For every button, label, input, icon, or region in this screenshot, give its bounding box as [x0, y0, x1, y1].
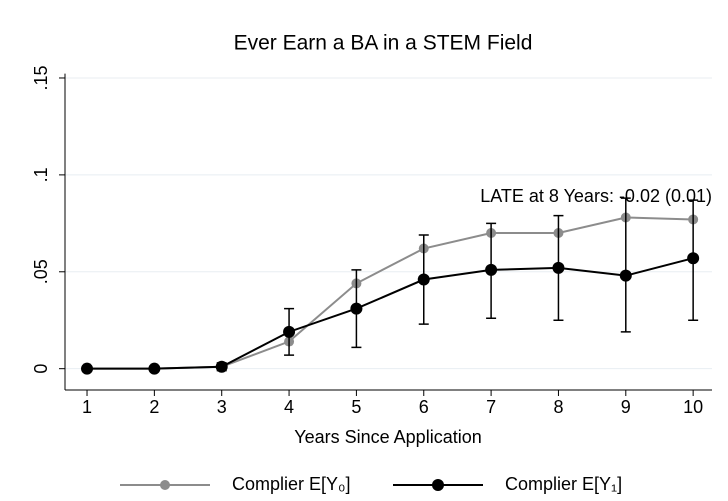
- point: [687, 252, 700, 265]
- x-axis-label: Years Since Application: [294, 427, 481, 447]
- y-tick-label: .15: [31, 65, 51, 90]
- point: [619, 269, 632, 282]
- x-tick-label: 1: [82, 397, 92, 417]
- legend-marker: [160, 480, 170, 490]
- point: [552, 261, 565, 274]
- x-tick-label: 10: [683, 397, 703, 417]
- x-tick-label: 5: [351, 397, 361, 417]
- x-tick-label: 9: [621, 397, 631, 417]
- point: [350, 302, 363, 315]
- x-tick-label: 3: [217, 397, 227, 417]
- x-tick-label: 7: [486, 397, 496, 417]
- legend-label: Complier E[Y₁]: [505, 474, 622, 494]
- y-tick-label: .05: [31, 259, 51, 284]
- x-tick-label: 6: [419, 397, 429, 417]
- error-bar: [620, 197, 631, 333]
- y-tick-label: .1: [31, 167, 51, 182]
- x-tick-label: 2: [149, 397, 159, 417]
- point: [215, 360, 228, 373]
- x-tick-label: 8: [553, 397, 563, 417]
- legend-label: Complier E[Y₀]: [232, 474, 351, 494]
- annotation: LATE at 8 Years: -0.02 (0.01): [480, 186, 712, 206]
- point: [81, 362, 94, 375]
- point: [148, 362, 161, 375]
- legend-marker: [432, 479, 444, 491]
- x-tick-label: 4: [284, 397, 294, 417]
- point: [417, 273, 430, 286]
- chart-title: Ever Earn a BA in a STEM Field: [234, 32, 533, 55]
- y-tick-label: 0: [31, 364, 51, 374]
- point: [283, 325, 296, 338]
- series-line: [87, 257, 694, 370]
- point: [485, 263, 498, 276]
